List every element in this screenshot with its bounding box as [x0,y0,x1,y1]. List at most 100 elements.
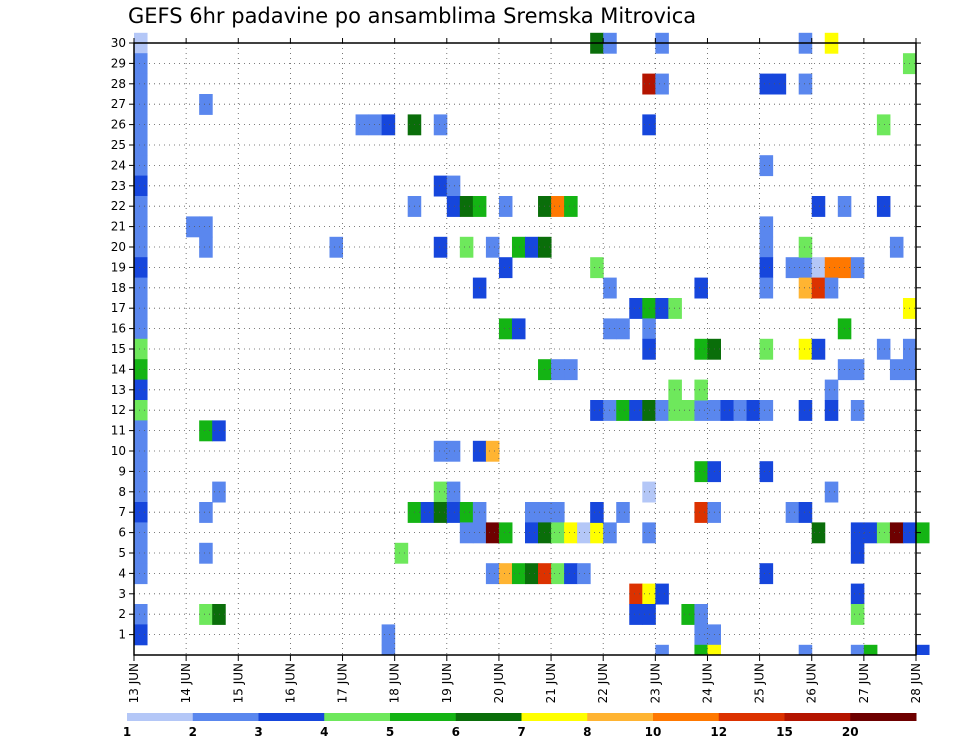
data-cell [433,440,448,462]
data-cell [694,379,708,401]
x-tick-label: 21 JUN [544,663,558,703]
data-cell [511,318,526,340]
data-cell [134,94,148,115]
y-tick-label: 20 [111,240,126,254]
data-cell [590,522,604,544]
data-cell [446,481,461,503]
colorbar-label: 2 [189,725,197,739]
colorbar-swatch [850,713,917,721]
x-tick-label: 27 JUN [857,663,871,703]
y-tick-label: 4 [118,566,126,580]
data-cell [876,196,891,217]
data-cell [134,175,148,197]
data-cell [134,338,148,360]
data-cell [785,257,800,279]
data-cell [433,481,448,503]
data-cell [811,277,826,299]
data-cell [798,502,813,523]
data-cell [863,644,878,655]
data-cell [850,400,865,421]
data-cell [798,644,813,655]
data-cell [551,522,565,544]
data-cell [759,461,774,483]
colorbar-label: 10 [645,725,662,739]
data-cell [212,420,226,442]
data-cell [134,73,148,95]
data-cell [433,236,448,258]
colorbar-swatch [127,713,194,721]
data-cell [694,502,708,523]
data-cell [134,563,148,585]
y-tick-label: 6 [118,526,126,540]
data-cell [134,502,148,523]
data-cell [446,502,461,523]
data-cell [811,338,826,360]
data-cell [850,359,865,381]
data-cell [759,563,774,585]
data-cell [916,522,930,544]
y-tick-label: 12 [111,403,126,417]
x-tick-label: 13 JUN [127,663,141,703]
colorbar-label: 6 [452,725,460,739]
x-tick-label: 28 JUN [909,663,923,703]
data-cell [577,522,591,544]
y-tick-label: 15 [111,342,126,356]
data-cell [134,359,148,381]
data-cell [199,502,213,523]
data-cell [551,563,565,585]
data-cells [134,32,930,655]
data-cell [876,338,891,360]
data-cell [564,196,578,217]
data-cell [446,175,461,197]
data-cell [134,53,148,75]
data-cell [850,542,865,564]
colorbar-label: 3 [254,725,262,739]
colorbar-swatch [784,713,851,721]
data-cell [655,73,669,95]
data-cell [616,502,630,523]
data-cell [134,298,148,319]
data-cell [498,563,513,585]
data-cell [759,338,774,360]
data-cell [850,257,865,279]
y-tick-label: 8 [118,485,126,499]
data-cell [381,114,396,136]
y-tick-label: 10 [111,444,126,458]
data-cell [759,155,774,177]
y-tick-label: 1 [118,628,126,642]
data-cell [629,604,643,625]
data-cell [199,94,213,115]
y-tick-label: 3 [118,587,126,601]
x-tick-label: 16 JUN [283,663,297,703]
data-cell [525,563,539,585]
data-cell [824,379,839,401]
data-cell [355,114,370,136]
data-cell [199,236,213,258]
data-cell [525,502,539,523]
data-cell [199,420,213,442]
data-cell [629,298,643,319]
data-cell [655,400,669,421]
data-cell [511,236,526,258]
data-cell [668,298,682,319]
y-tick-label: 29 [111,56,126,70]
data-cell [668,379,682,401]
data-cell [564,563,578,585]
data-cell [134,440,148,462]
colorbar-label: 7 [517,725,525,739]
data-cell [655,298,669,319]
data-cell [564,522,578,544]
data-cell [824,277,839,299]
data-cell [134,420,148,442]
y-tick-label: 17 [111,301,126,315]
data-cell [134,236,148,258]
data-cell [681,400,695,421]
data-cell [134,522,148,544]
data-cell [134,624,148,646]
data-cell [759,400,774,421]
data-cell [629,400,643,421]
data-cell [212,604,226,625]
colorbar-swatch [258,713,325,721]
data-cell [889,359,904,381]
data-cell [199,542,213,564]
